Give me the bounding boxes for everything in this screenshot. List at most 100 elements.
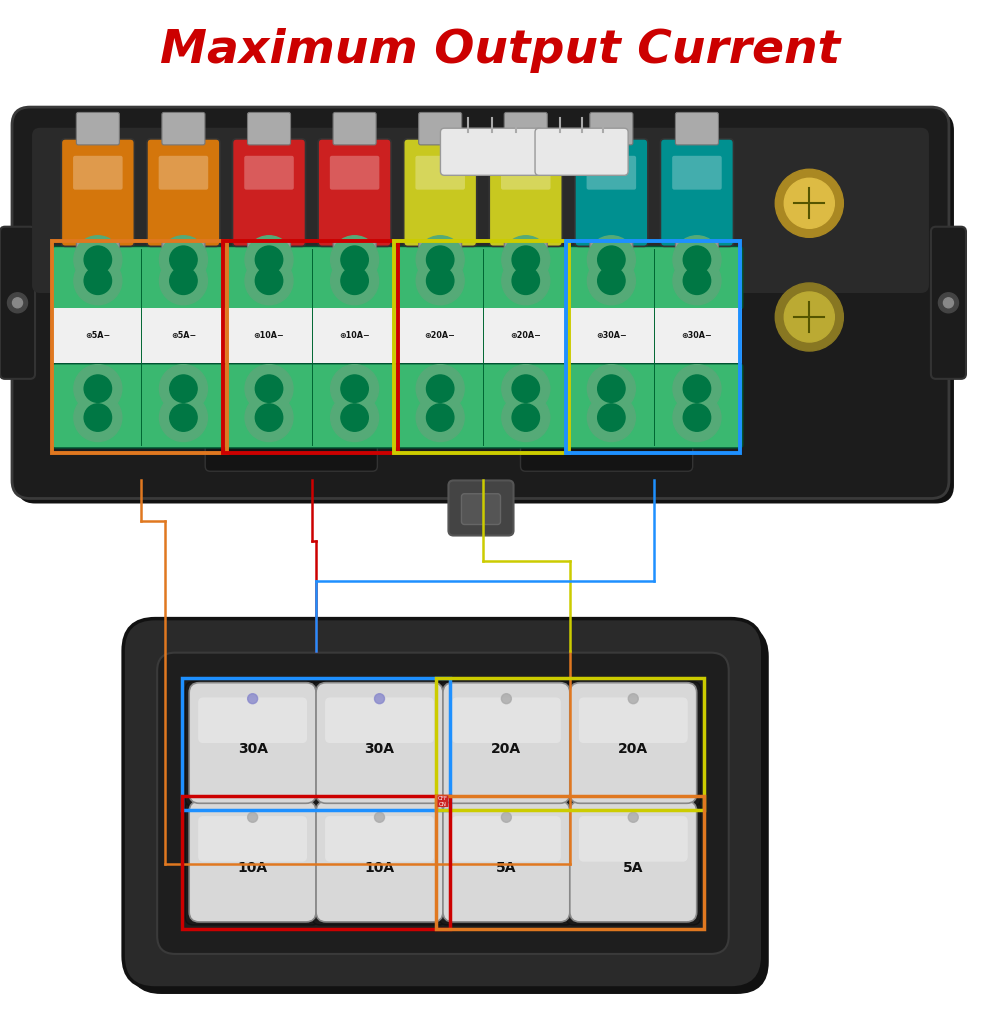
Circle shape	[673, 257, 721, 305]
Circle shape	[785, 178, 834, 228]
Circle shape	[513, 267, 540, 295]
Circle shape	[159, 365, 207, 412]
FancyBboxPatch shape	[442, 801, 570, 922]
Circle shape	[159, 257, 207, 305]
Circle shape	[416, 365, 464, 412]
Circle shape	[74, 394, 122, 441]
FancyBboxPatch shape	[247, 240, 290, 273]
FancyBboxPatch shape	[676, 240, 719, 273]
FancyBboxPatch shape	[159, 156, 208, 190]
FancyBboxPatch shape	[247, 112, 290, 145]
FancyBboxPatch shape	[157, 653, 729, 954]
FancyBboxPatch shape	[418, 240, 461, 273]
Circle shape	[245, 257, 293, 305]
Circle shape	[502, 365, 550, 412]
Circle shape	[416, 394, 464, 441]
Circle shape	[684, 267, 711, 295]
Circle shape	[245, 236, 293, 284]
FancyBboxPatch shape	[333, 240, 376, 273]
Circle shape	[673, 365, 721, 412]
Circle shape	[775, 169, 843, 237]
FancyBboxPatch shape	[185, 681, 320, 806]
Circle shape	[255, 267, 282, 295]
FancyBboxPatch shape	[330, 156, 379, 190]
Text: 20A: 20A	[491, 742, 522, 756]
Circle shape	[341, 375, 368, 402]
Circle shape	[341, 404, 368, 431]
Text: 30A: 30A	[237, 742, 267, 756]
FancyBboxPatch shape	[415, 156, 464, 190]
Circle shape	[426, 267, 453, 295]
Circle shape	[426, 404, 453, 431]
FancyBboxPatch shape	[0, 227, 35, 378]
Circle shape	[598, 404, 625, 431]
Circle shape	[588, 257, 636, 305]
Bar	[223, 241, 397, 453]
FancyBboxPatch shape	[676, 112, 719, 145]
Bar	[435, 677, 704, 810]
Bar	[182, 677, 449, 810]
FancyBboxPatch shape	[438, 800, 574, 925]
Circle shape	[939, 293, 959, 312]
FancyBboxPatch shape	[489, 139, 563, 246]
FancyBboxPatch shape	[570, 683, 697, 803]
FancyBboxPatch shape	[505, 240, 548, 273]
FancyBboxPatch shape	[185, 800, 320, 925]
Circle shape	[513, 404, 540, 431]
Circle shape	[255, 375, 282, 402]
Circle shape	[255, 246, 282, 273]
FancyBboxPatch shape	[162, 240, 205, 273]
Circle shape	[245, 394, 293, 441]
FancyBboxPatch shape	[505, 112, 548, 145]
FancyBboxPatch shape	[579, 697, 688, 743]
FancyBboxPatch shape	[12, 107, 949, 498]
Circle shape	[943, 298, 953, 308]
FancyBboxPatch shape	[575, 139, 648, 246]
FancyBboxPatch shape	[442, 683, 570, 803]
FancyBboxPatch shape	[189, 801, 316, 922]
Circle shape	[629, 694, 639, 704]
FancyBboxPatch shape	[535, 128, 629, 175]
FancyBboxPatch shape	[244, 156, 293, 190]
FancyBboxPatch shape	[931, 227, 966, 378]
Text: 30A: 30A	[364, 742, 394, 756]
FancyBboxPatch shape	[566, 681, 701, 806]
Circle shape	[341, 267, 368, 295]
FancyBboxPatch shape	[123, 619, 763, 988]
Text: ⊛20A−: ⊛20A−	[511, 331, 542, 340]
FancyBboxPatch shape	[232, 139, 305, 246]
Bar	[435, 796, 704, 929]
Circle shape	[598, 375, 625, 402]
FancyBboxPatch shape	[316, 801, 442, 922]
Text: ⊛5A−: ⊛5A−	[85, 331, 110, 340]
Circle shape	[247, 812, 257, 823]
Circle shape	[84, 246, 111, 273]
Circle shape	[74, 236, 122, 284]
FancyBboxPatch shape	[61, 139, 134, 246]
FancyBboxPatch shape	[189, 683, 316, 803]
Circle shape	[588, 394, 636, 441]
FancyBboxPatch shape	[162, 112, 205, 145]
FancyBboxPatch shape	[205, 433, 377, 471]
Circle shape	[84, 267, 111, 295]
FancyBboxPatch shape	[438, 681, 574, 806]
Circle shape	[513, 246, 540, 273]
Text: Maximum Output Current: Maximum Output Current	[160, 28, 841, 72]
Circle shape	[170, 375, 197, 402]
Circle shape	[330, 365, 378, 412]
FancyBboxPatch shape	[570, 801, 697, 922]
Text: ⊛30A−: ⊛30A−	[596, 331, 627, 340]
FancyBboxPatch shape	[325, 817, 433, 862]
Text: ⊛5A−: ⊛5A−	[171, 331, 196, 340]
Text: 10A: 10A	[237, 861, 267, 874]
Circle shape	[684, 375, 711, 402]
Circle shape	[673, 236, 721, 284]
Circle shape	[426, 375, 453, 402]
FancyBboxPatch shape	[661, 139, 734, 246]
Circle shape	[513, 375, 540, 402]
Circle shape	[170, 404, 197, 431]
Circle shape	[416, 236, 464, 284]
Circle shape	[170, 246, 197, 273]
Circle shape	[74, 257, 122, 305]
FancyBboxPatch shape	[521, 433, 693, 471]
